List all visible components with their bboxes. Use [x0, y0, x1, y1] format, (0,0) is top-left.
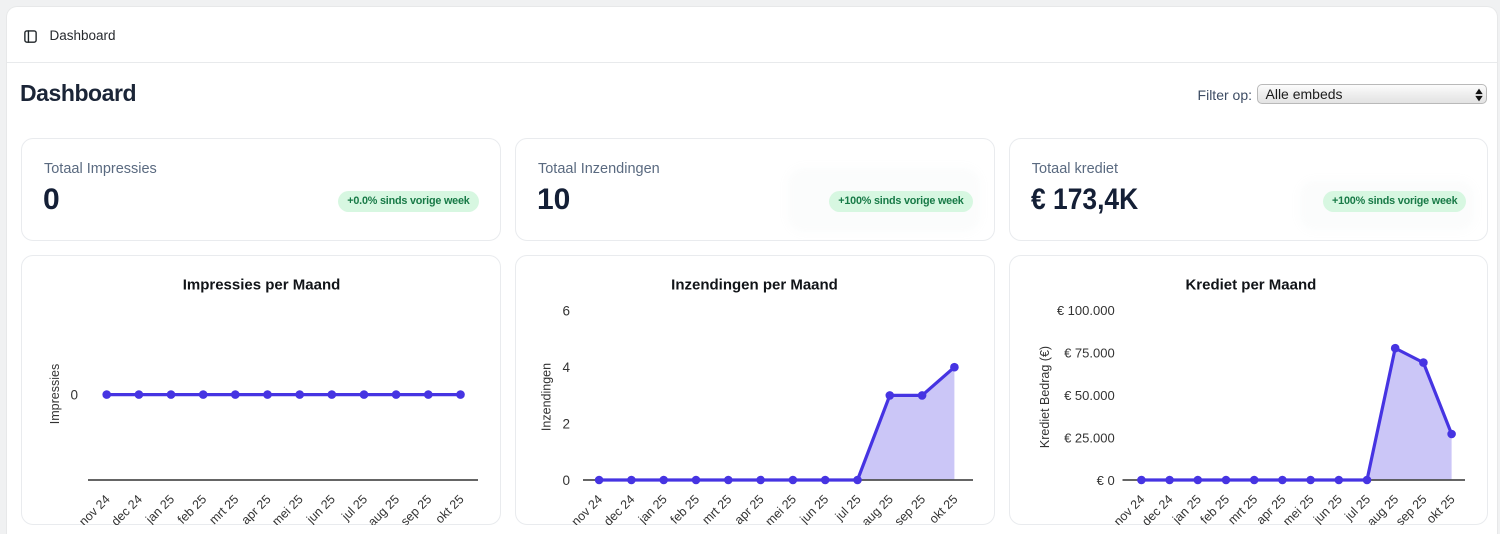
svg-text:Krediet per Maand: Krediet per Maand [1185, 277, 1316, 294]
svg-text:4: 4 [562, 360, 570, 375]
svg-text:mrt 25: mrt 25 [699, 492, 734, 525]
svg-text:jun 25: jun 25 [303, 492, 338, 525]
svg-text:apr 25: apr 25 [239, 492, 274, 525]
svg-text:Inzendingen per Maand: Inzendingen per Maand [671, 277, 838, 294]
svg-text:feb 25: feb 25 [668, 492, 703, 525]
svg-text:sep 25: sep 25 [892, 492, 928, 525]
svg-text:mei 25: mei 25 [1280, 492, 1316, 525]
svg-text:dec 24: dec 24 [601, 492, 637, 525]
svg-text:Impressies per Maand: Impressies per Maand [183, 277, 341, 294]
svg-text:€ 25.000: € 25.000 [1064, 430, 1115, 445]
svg-text:jan 25: jan 25 [635, 492, 670, 525]
svg-text:aug 25: aug 25 [859, 492, 896, 525]
svg-text:feb 25: feb 25 [175, 492, 210, 525]
svg-text:0: 0 [70, 387, 78, 402]
svg-text:sep 25: sep 25 [1393, 492, 1429, 525]
svg-text:apr 25: apr 25 [732, 492, 767, 525]
svg-text:Krediet Bedrag (€): Krediet Bedrag (€) [1038, 346, 1052, 448]
svg-text:jun 25: jun 25 [1310, 492, 1345, 525]
svg-text:okt 25: okt 25 [927, 492, 961, 525]
svg-text:dec 24: dec 24 [1139, 492, 1175, 525]
svg-text:€ 100.000: € 100.000 [1057, 303, 1115, 318]
svg-text:€ 50.000: € 50.000 [1064, 388, 1115, 403]
svg-text:Impressies: Impressies [48, 364, 62, 424]
svg-text:6: 6 [562, 304, 570, 319]
svg-text:okt 25: okt 25 [433, 492, 467, 525]
svg-text:0: 0 [562, 473, 570, 488]
svg-text:2: 2 [562, 416, 570, 431]
svg-text:jan 25: jan 25 [1169, 492, 1204, 525]
svg-text:jun 25: jun 25 [797, 492, 832, 525]
svg-text:€ 75.000: € 75.000 [1064, 346, 1115, 361]
svg-text:mei 25: mei 25 [269, 492, 305, 525]
svg-text:mrt 25: mrt 25 [206, 492, 241, 525]
svg-text:nov 24: nov 24 [569, 492, 605, 525]
svg-text:sep 25: sep 25 [398, 492, 434, 525]
svg-text:jan 25: jan 25 [142, 492, 177, 525]
svg-text:okt 25: okt 25 [1424, 492, 1458, 525]
svg-text:nov 24: nov 24 [76, 492, 112, 525]
svg-text:mei 25: mei 25 [763, 492, 799, 525]
svg-text:€ 0: € 0 [1096, 473, 1114, 488]
svg-text:dec 24: dec 24 [109, 492, 145, 525]
svg-text:Inzendingen: Inzendingen [539, 363, 553, 431]
svg-text:aug 25: aug 25 [365, 492, 402, 525]
